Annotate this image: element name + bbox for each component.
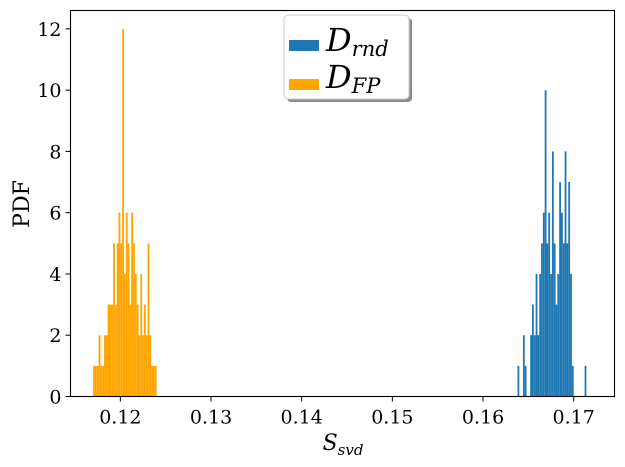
bar-FP-27 bbox=[142, 335, 144, 397]
legend-entry-rnd: Drnd bbox=[325, 21, 389, 61]
bar-FP-30 bbox=[147, 243, 150, 397]
bar-FP-0 bbox=[93, 365, 95, 397]
bar-rnd-12 bbox=[546, 243, 549, 397]
bar-FP-34 bbox=[154, 365, 157, 397]
bar-rnd-9 bbox=[541, 243, 543, 397]
legend: Drnd DFP bbox=[283, 14, 412, 102]
bar-rnd-1 bbox=[522, 335, 525, 397]
bar-FP-1 bbox=[94, 365, 97, 397]
bar-FP-6 bbox=[104, 335, 106, 397]
bar-rnd-10 bbox=[542, 212, 545, 397]
bar-FP-31 bbox=[149, 335, 152, 397]
bar-rnd-14 bbox=[550, 273, 552, 397]
bar-FP-5 bbox=[102, 365, 105, 397]
bar-rnd-8 bbox=[539, 273, 542, 397]
bar-FP-9 bbox=[109, 304, 112, 397]
x-tick-label-5: 0.17 bbox=[553, 407, 595, 429]
bar-rnd-21 bbox=[562, 243, 565, 397]
y-tick-label-3: 6 bbox=[49, 203, 61, 225]
bar-FP-28 bbox=[143, 304, 146, 397]
ticks-layer: 0.12 0.13 0.14 0.15 0.16 0.17 0 2 4 6 8 10 12 bbox=[37, 19, 595, 429]
bar-FP-22 bbox=[133, 243, 135, 397]
bar-rnd-24 bbox=[568, 182, 571, 397]
bar-rnd-17 bbox=[555, 304, 558, 397]
y-tick-label-1: 2 bbox=[49, 325, 61, 347]
bar-rnd-19 bbox=[559, 182, 561, 397]
bar-FP-21 bbox=[131, 212, 134, 397]
bar-FP-17 bbox=[123, 273, 126, 397]
bar-rnd-23 bbox=[566, 243, 569, 397]
bar-rnd-11 bbox=[544, 90, 547, 397]
legend-swatch-rnd bbox=[289, 40, 319, 51]
bar-rnd-5 bbox=[533, 335, 536, 397]
bar-rnd-16 bbox=[553, 243, 556, 397]
bar-FP-18 bbox=[125, 212, 128, 397]
bar-FP-32 bbox=[151, 365, 153, 397]
y-axis-label: PDF bbox=[10, 180, 35, 228]
bar-FP-10 bbox=[111, 304, 114, 397]
legend-entry-rnd-sub: rnd bbox=[352, 37, 389, 61]
bar-FP-19 bbox=[127, 243, 130, 397]
bar-FP-29 bbox=[145, 335, 148, 397]
y-tick-label-5: 10 bbox=[37, 80, 61, 102]
bar-FP-4 bbox=[100, 365, 103, 397]
legend-entry-fp-sub: FP bbox=[351, 74, 382, 98]
x-tick-label-1: 0.13 bbox=[190, 407, 232, 429]
bar-FP-12 bbox=[114, 304, 117, 397]
bar-rnd-25 bbox=[570, 273, 572, 397]
bar-FP-8 bbox=[107, 304, 110, 397]
bar-rnd-22 bbox=[564, 151, 567, 397]
plot-frame bbox=[69, 9, 616, 398]
legend-entry-fp-main: D bbox=[325, 58, 352, 96]
bar-FP-24 bbox=[136, 304, 139, 397]
legend-entry-fp: DFP bbox=[325, 58, 381, 98]
y-tick-label-2: 4 bbox=[49, 264, 61, 286]
bar-FP-33 bbox=[153, 365, 155, 397]
legend-entry-rnd-main: D bbox=[325, 21, 352, 59]
bar-FP-15 bbox=[120, 243, 123, 397]
bar-rnd-7 bbox=[537, 335, 540, 397]
bars-layer bbox=[93, 28, 587, 397]
x-tick-label-0: 0.12 bbox=[99, 407, 141, 429]
y-tick-label-0: 0 bbox=[49, 387, 61, 409]
bar-rnd-26 bbox=[571, 365, 574, 397]
bar-FP-25 bbox=[138, 335, 141, 397]
bar-FP-11 bbox=[113, 243, 115, 397]
bar-rnd-15 bbox=[551, 151, 554, 397]
legend-swatch-fp bbox=[289, 79, 319, 90]
y-tick-label-4: 8 bbox=[49, 141, 61, 163]
bar-FP-2 bbox=[96, 365, 99, 397]
bar-FP-7 bbox=[105, 335, 108, 397]
x-tick-label-2: 0.14 bbox=[281, 407, 323, 429]
bar-rnd-4 bbox=[531, 304, 534, 397]
bar-FP-14 bbox=[118, 212, 121, 397]
legend-box bbox=[283, 14, 410, 100]
bar-rnd-3 bbox=[530, 335, 532, 397]
bar-FP-3 bbox=[98, 335, 101, 397]
x-axis-label: Ssvd bbox=[323, 431, 364, 459]
x-tick-label-4: 0.16 bbox=[462, 407, 504, 429]
bar-rnd-6 bbox=[535, 273, 538, 397]
x-tick-label-3: 0.15 bbox=[371, 407, 413, 429]
bar-FP-23 bbox=[134, 273, 137, 397]
x-axis-label-main: S bbox=[323, 431, 338, 456]
bar-FP-26 bbox=[140, 273, 143, 397]
bar-FP-20 bbox=[129, 304, 132, 397]
x-axis-label-sub: svd bbox=[338, 441, 364, 459]
bar-rnd-2 bbox=[524, 365, 527, 397]
bar-rnd-20 bbox=[561, 212, 563, 397]
bar-FP-16 bbox=[122, 28, 124, 397]
bar-rnd-0 bbox=[517, 365, 520, 397]
bar-FP-13 bbox=[116, 243, 119, 397]
y-tick-label-6: 12 bbox=[37, 19, 61, 41]
bar-rnd-27 bbox=[584, 365, 587, 397]
bar-rnd-13 bbox=[548, 212, 551, 397]
bar-rnd-18 bbox=[557, 273, 560, 397]
